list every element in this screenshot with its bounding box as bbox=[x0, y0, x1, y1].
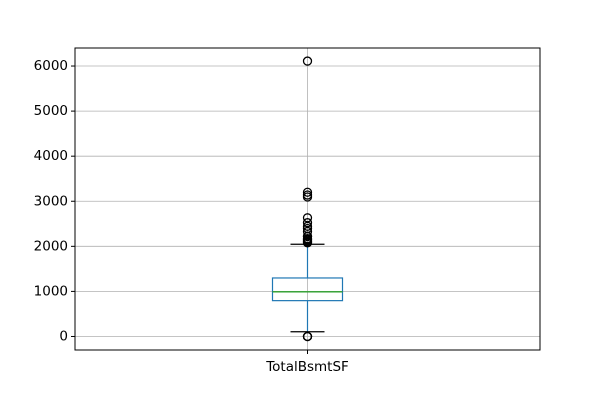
y-tick-label: 3000 bbox=[34, 193, 68, 209]
outlier-point bbox=[302, 56, 313, 66]
outlier-point bbox=[302, 226, 313, 237]
y-tick-label: 4000 bbox=[34, 148, 68, 164]
axes: 0 1000 2000 3000 4000 5000 6000 TotalBsmtSF bbox=[34, 58, 349, 375]
outlier-point bbox=[302, 331, 313, 342]
outlier-point bbox=[302, 190, 313, 200]
x-tick-label: TotalBsmtSF bbox=[265, 359, 349, 375]
outlier-point bbox=[302, 187, 313, 197]
y-tick-label: 6000 bbox=[34, 58, 68, 74]
y-tick-label: 1000 bbox=[34, 283, 68, 299]
y-tick-label: 2000 bbox=[34, 238, 68, 254]
y-tick-label: 0 bbox=[59, 328, 68, 344]
y-tick-label: 5000 bbox=[34, 103, 68, 119]
iqr-box bbox=[271, 277, 344, 302]
outlier-point bbox=[302, 213, 313, 223]
outlier-point bbox=[302, 218, 313, 228]
plot-data bbox=[271, 56, 344, 342]
